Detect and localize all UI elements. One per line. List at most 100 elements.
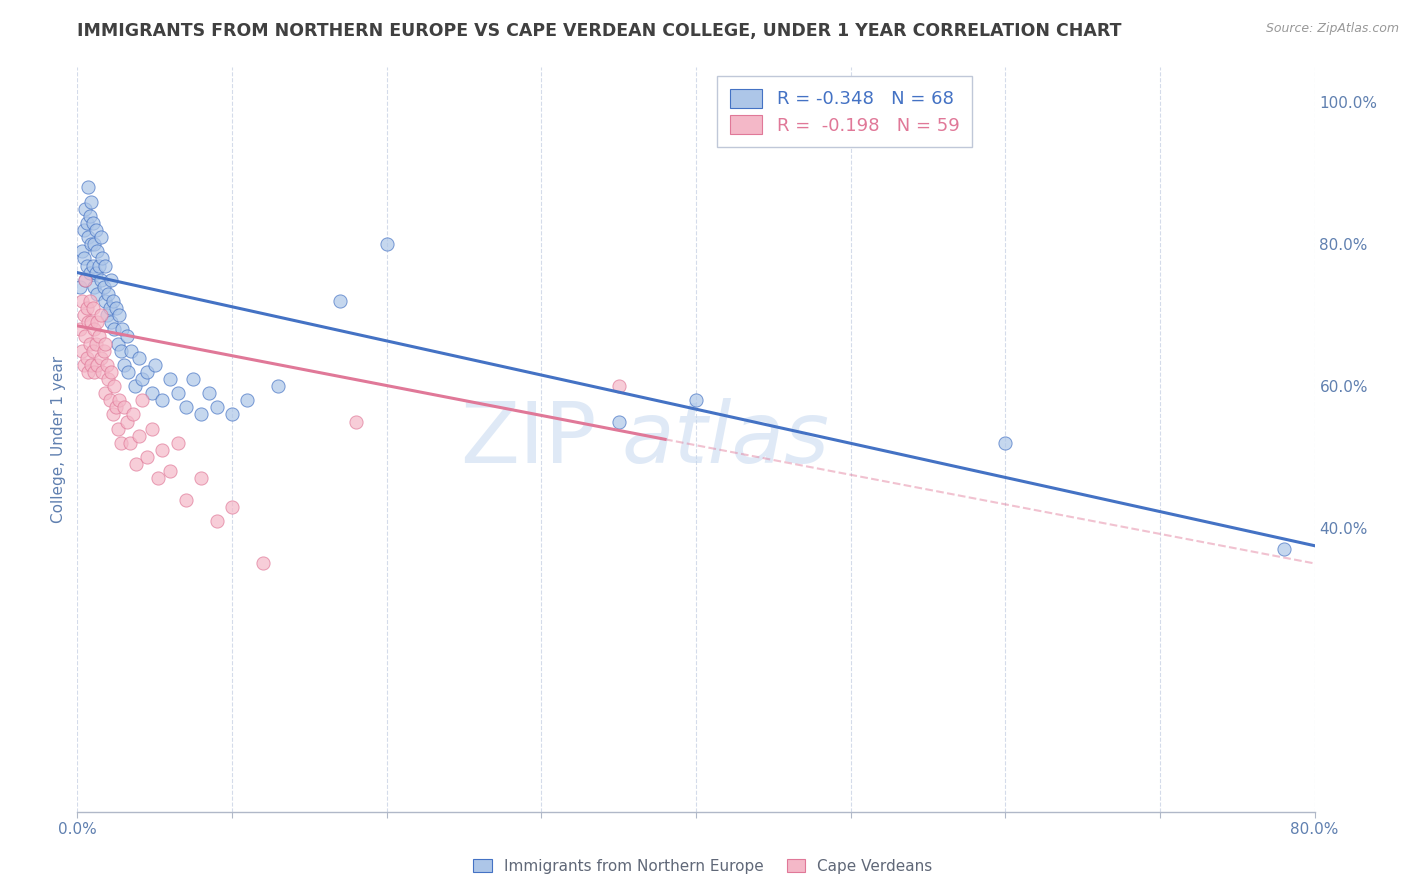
Point [83, 322, 105, 336]
Point [101, 293, 124, 308]
Point [101, 408, 124, 422]
Point [90, 308, 112, 322]
Point [76, 216, 98, 230]
Point [82, 259, 104, 273]
Point [69, 280, 91, 294]
Point [82, 301, 104, 315]
Point [76, 301, 98, 315]
Point [252, 557, 274, 571]
Point [103, 379, 125, 393]
Legend: R = -0.348   N = 68, R =  -0.198   N = 59: R = -0.348 N = 68, R = -0.198 N = 59 [717, 76, 972, 147]
Point [72, 223, 94, 237]
Point [141, 386, 163, 401]
Point [141, 422, 163, 436]
Point [118, 435, 141, 450]
Point [90, 351, 112, 365]
Point [82, 216, 104, 230]
Point [159, 464, 181, 478]
Point [70, 293, 93, 308]
Point [77, 315, 100, 329]
Point [70, 343, 93, 358]
Point [329, 293, 352, 308]
Point [103, 322, 125, 336]
Point [79, 266, 101, 280]
Point [115, 415, 138, 429]
Text: IMMIGRANTS FROM NORTHERN EUROPE VS CAPE VERDEAN COLLEGE, UNDER 1 YEAR CORRELATIO: IMMIGRANTS FROM NORTHERN EUROPE VS CAPE … [77, 22, 1122, 40]
Point [76, 259, 98, 273]
Point [80, 315, 103, 329]
Point [108, 308, 131, 322]
Point [82, 343, 104, 358]
Point [80, 358, 103, 372]
Point [221, 408, 243, 422]
Point [167, 435, 190, 450]
Point [77, 230, 100, 244]
Point [205, 514, 228, 528]
Point [94, 386, 117, 401]
Point [72, 308, 94, 322]
Point [100, 273, 122, 287]
Point [122, 408, 145, 422]
Text: ZIP: ZIP [461, 398, 598, 481]
Point [69, 322, 91, 336]
Point [152, 442, 174, 457]
Point [80, 237, 103, 252]
Point [117, 365, 139, 379]
Point [79, 336, 101, 351]
Point [167, 386, 190, 401]
Point [84, 266, 107, 280]
Y-axis label: College, Under 1 year: College, Under 1 year [51, 356, 66, 523]
Point [152, 393, 174, 408]
Point [607, 379, 630, 393]
Point [70, 244, 93, 259]
Point [136, 450, 159, 464]
Point [205, 401, 228, 415]
Point [146, 471, 169, 485]
Point [72, 252, 94, 266]
Point [108, 393, 131, 408]
Point [131, 372, 153, 386]
Point [100, 315, 122, 329]
Point [110, 435, 132, 450]
Point [93, 343, 115, 358]
Point [79, 209, 101, 223]
Point [86, 315, 108, 329]
Text: atlas: atlas [621, 398, 830, 481]
Point [96, 308, 118, 322]
Point [87, 329, 110, 343]
Point [124, 379, 146, 393]
Point [107, 336, 129, 351]
Point [72, 358, 94, 372]
Point [143, 358, 166, 372]
Point [83, 237, 105, 252]
Point [125, 457, 148, 471]
Point [190, 471, 212, 485]
Point [110, 343, 132, 358]
Point [77, 365, 100, 379]
Point [75, 273, 96, 287]
Point [174, 492, 197, 507]
Point [100, 365, 122, 379]
Point [375, 237, 398, 252]
Point [1272, 542, 1295, 557]
Point [128, 429, 150, 443]
Point [91, 365, 114, 379]
Point [94, 336, 117, 351]
Point [97, 286, 120, 301]
Point [112, 358, 135, 372]
Point [75, 202, 96, 216]
Point [96, 358, 118, 372]
Point [115, 329, 138, 343]
Point [128, 351, 150, 365]
Point [86, 286, 108, 301]
Point [94, 259, 117, 273]
Point [344, 415, 367, 429]
Point [221, 500, 243, 514]
Point [80, 194, 103, 209]
Point [90, 273, 112, 287]
Point [190, 408, 212, 422]
Point [267, 379, 290, 393]
Point [994, 435, 1017, 450]
Point [136, 365, 159, 379]
Point [90, 230, 112, 244]
